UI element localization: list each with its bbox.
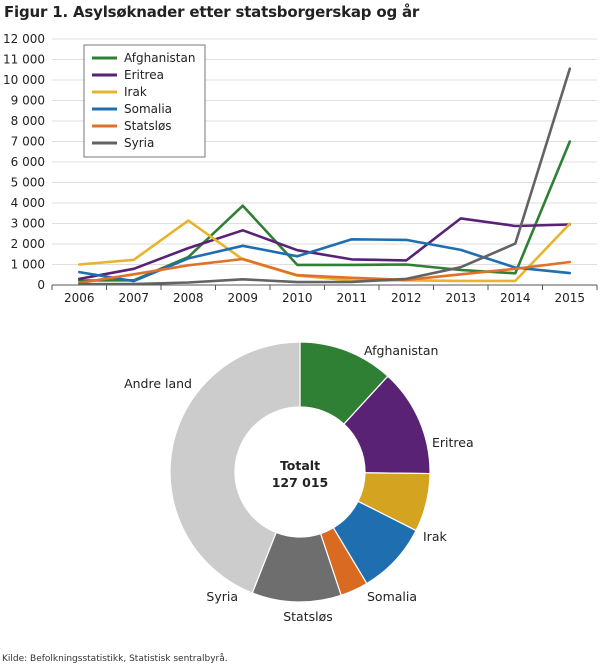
y-tick-label: 2 000 (11, 237, 45, 251)
series-line-statsløs (78, 257, 572, 285)
y-tick-label: 11 000 (3, 53, 45, 67)
y-tick-label: 4 000 (11, 196, 45, 210)
legend-label: Afghanistan (124, 51, 195, 65)
slice-label: Irak (423, 529, 447, 544)
y-tick-label: 5 000 (11, 176, 45, 190)
x-tick-label: 2014 (500, 291, 531, 305)
x-tick-label: 2011 (336, 291, 367, 305)
slice-label: Andre land (124, 376, 192, 391)
series-line-eritrea (78, 217, 572, 281)
donut-chart: Afghanistan Eritrea Irak Somalia Statsløs Syr… (124, 341, 474, 624)
slice-label: Eritrea (432, 435, 474, 450)
y-tick-label: 6 000 (11, 155, 45, 169)
slice-label: Syria (206, 589, 238, 604)
donut-center-value: 127 015 (272, 475, 329, 490)
x-tick-label: 2008 (173, 291, 204, 305)
legend-label: Statsløs (124, 119, 172, 133)
donut-slice-andre-land (169, 341, 301, 594)
legend-label: Irak (124, 85, 147, 99)
y-tick-label: 10 000 (3, 73, 45, 87)
legend-box (83, 44, 206, 158)
x-tick-label: 2012 (391, 291, 422, 305)
x-tick-label: 2010 (282, 291, 313, 305)
x-tick-label: 2006 (64, 291, 95, 305)
series-line-irak (78, 219, 572, 283)
legend-label: Somalia (124, 102, 172, 116)
legend-label: Eritrea (124, 68, 164, 82)
x-tick-label: 2015 (554, 291, 585, 305)
slice-label: Afghanistan (364, 343, 438, 358)
y-tick-label: 3 000 (11, 217, 45, 231)
line-chart: 0 1 000 2 000 3 000 4 000 5 000 6 000 7 000 8 00… (3, 32, 598, 305)
y-tick-label: 12 000 (3, 32, 45, 46)
y-tick-label: 1 000 (11, 258, 45, 272)
series-line-syria (78, 67, 572, 286)
y-tick-label: 8 000 (11, 114, 45, 128)
donut-center-title: Totalt (280, 458, 320, 473)
y-tick-label: 0 (37, 278, 45, 292)
x-tick-label: 2007 (118, 291, 149, 305)
figure-title: Figur 1. Asylsøknader etter statsborgers… (4, 3, 420, 21)
legend-label: Syria (124, 136, 154, 150)
source-note: Kilde: Befolkningsstatistikk, Statistisk… (2, 654, 228, 664)
slice-label: Statsløs (283, 609, 333, 624)
y-tick-label: 7 000 (11, 135, 45, 149)
x-tick-label: 2009 (227, 291, 258, 305)
slice-label: Somalia (367, 589, 417, 604)
y-tick-label: 9 000 (11, 94, 45, 108)
x-tick-label: 2013 (445, 291, 476, 305)
